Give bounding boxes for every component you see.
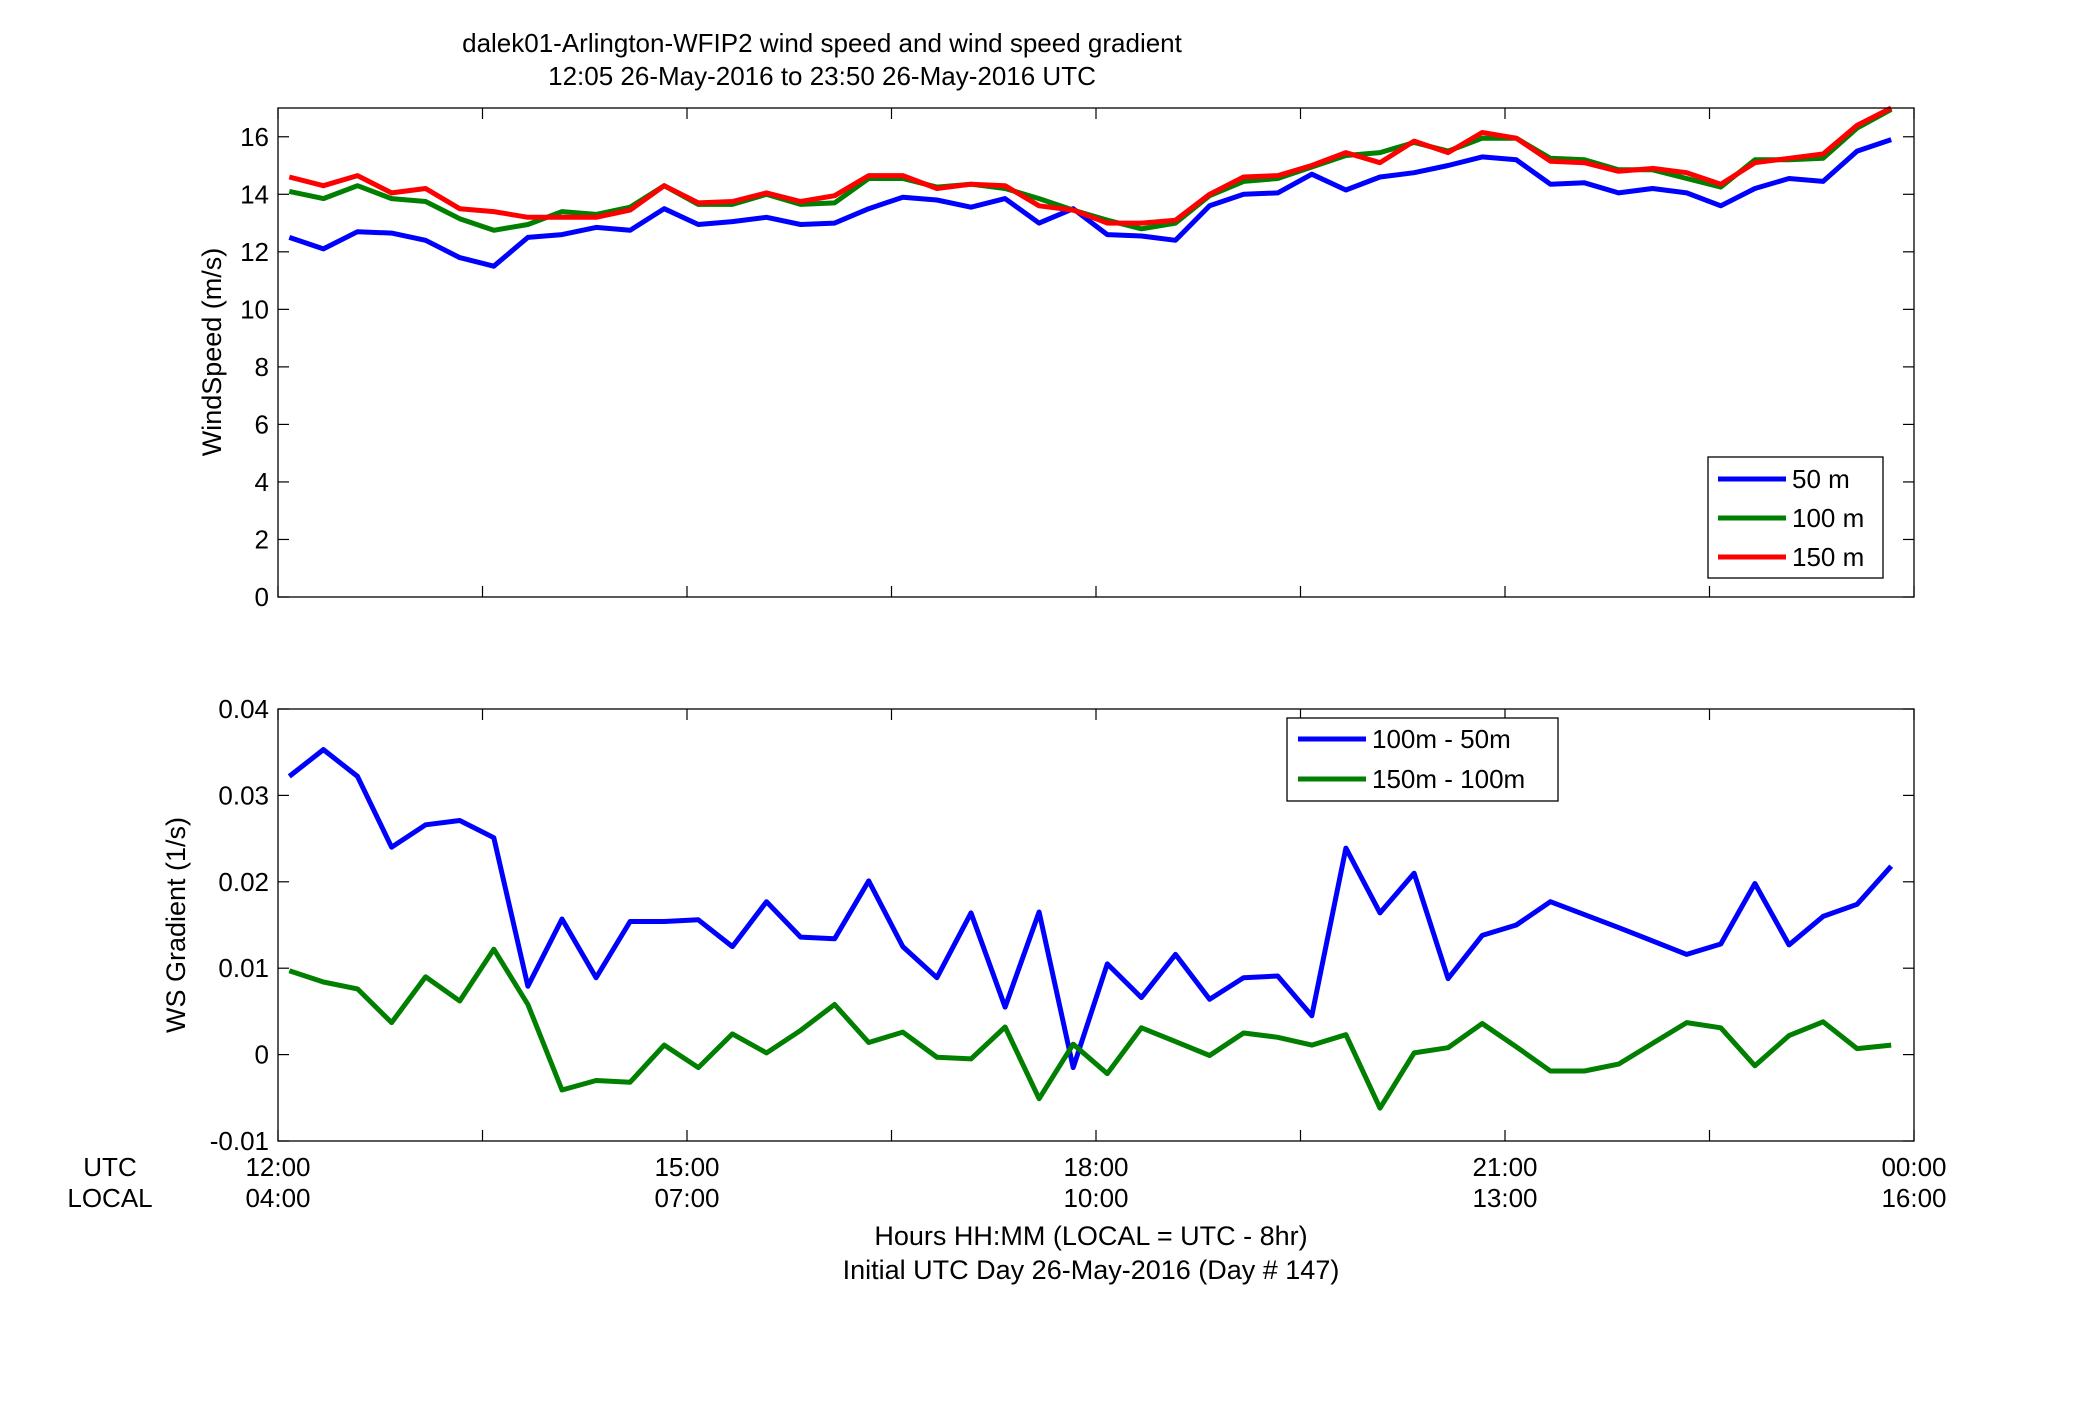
gradient-line-150m-100m <box>288 946 1892 1111</box>
windspeed-ytick-label: 0 <box>255 582 269 612</box>
legend-label-50m: 50 m <box>1792 464 1850 494</box>
legend-label-100m-50m: 100m - 50m <box>1372 724 1511 754</box>
gradient-panel: -0.01 0 0.01 0.02 0.03 0.04 WS Gradient (1/s)… <box>161 694 1915 1156</box>
gradient-line-100m-50m <box>287 747 1894 1071</box>
gradient-ytick-label: 0.03 <box>218 780 269 810</box>
windspeed-ytick-label: 16 <box>240 122 269 152</box>
gradient-ytick-label: 0.02 <box>218 867 269 897</box>
x-axis-label-line2: Initial UTC Day 26-May-2016 (Day # 147) <box>843 1255 1340 1285</box>
utc-tick-label: 12:00 <box>245 1152 310 1182</box>
gradient-legend-box <box>1286 717 1559 802</box>
local-tick-label: 13:00 <box>1472 1183 1537 1213</box>
windspeed-panel: 0 2 4 6 8 10 12 14 16 WindSpeed (m/s) 50 m 100 m… <box>197 105 1915 612</box>
utc-tick-label: 21:00 <box>1472 1152 1537 1182</box>
local-tick-label: 10:00 <box>1063 1183 1128 1213</box>
windspeed-ytick-label: 14 <box>240 179 269 209</box>
legend-label-150m: 150 m <box>1792 542 1864 572</box>
gradient-axis-ticks: -0.01 0 0.01 0.02 0.03 0.04 <box>210 694 1915 1156</box>
local-row-label: LOCAL <box>67 1183 152 1213</box>
windspeed-series-lines <box>288 105 1893 269</box>
utc-tick-label: 15:00 <box>654 1152 719 1182</box>
windspeed-ylabel: WindSpeed (m/s) <box>197 248 227 457</box>
windspeed-ytick-label: 4 <box>255 467 269 497</box>
windspeed-axis-ticks: 0 2 4 6 8 10 12 14 16 <box>240 108 1915 612</box>
windspeed-ytick-label: 10 <box>240 294 269 324</box>
gradient-ytick-label: 0.01 <box>218 953 269 983</box>
windspeed-line-50m <box>288 137 1892 269</box>
windspeed-ytick-label: 2 <box>255 524 269 554</box>
gradient-ytick-label: 0 <box>255 1040 269 1070</box>
utc-tick-label: 18:00 <box>1063 1152 1128 1182</box>
utc-row-label: UTC <box>83 1152 136 1182</box>
chart-title-line1: dalek01-Arlington-WFIP2 wind speed and w… <box>462 28 1183 58</box>
windspeed-ytick-label: 12 <box>240 237 269 267</box>
legend-label-100m: 100 m <box>1792 503 1864 533</box>
windspeed-ytick-label: 8 <box>255 352 269 382</box>
local-tick-label: 04:00 <box>245 1183 310 1213</box>
legend-label-150m-100m: 150m - 100m <box>1372 764 1525 794</box>
local-tick-label: 16:00 <box>1881 1183 1946 1213</box>
gradient-legend: 100m - 50m 150m - 100m <box>1286 717 1559 802</box>
gradient-series-lines <box>287 747 1894 1111</box>
windspeed-line-150m <box>288 105 1893 226</box>
utc-tick-label: 00:00 <box>1881 1152 1946 1182</box>
windspeed-ytick-label: 6 <box>255 409 269 439</box>
windspeed-legend: 50 m 100 m 150 m <box>1707 456 1884 579</box>
gradient-ylabel: WS Gradient (1/s) <box>161 817 191 1033</box>
local-tick-label: 07:00 <box>654 1183 719 1213</box>
gradient-ytick-label: 0.04 <box>218 694 269 724</box>
x-axis-label-line1: Hours HH:MM (LOCAL = UTC - 8hr) <box>874 1221 1307 1251</box>
chart-title-line2: 12:05 26-May-2016 to 23:50 26-May-2016 U… <box>548 61 1096 91</box>
gradient-ytick-label: -0.01 <box>210 1126 269 1156</box>
